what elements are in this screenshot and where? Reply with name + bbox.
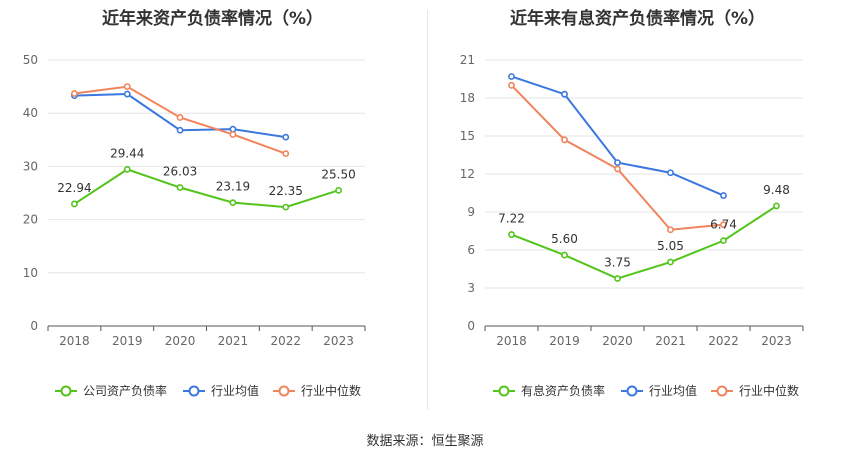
data-point <box>229 199 237 207</box>
x-tick-label: 2018 <box>496 334 527 348</box>
data-label: 6.74 <box>710 218 737 232</box>
data-point <box>773 202 780 210</box>
data-point <box>71 90 78 97</box>
y-tick-label: 3 <box>467 281 475 295</box>
data-label: 3.75 <box>604 256 631 270</box>
data-point <box>335 186 342 194</box>
data-point <box>508 81 515 89</box>
data-point <box>229 131 237 138</box>
data-point <box>176 184 184 191</box>
legend-marker-icon <box>188 385 200 397</box>
series-line-0 <box>511 205 778 280</box>
data-label: 25.50 <box>321 167 355 181</box>
data-point <box>176 126 184 134</box>
x-tick-label: 2019 <box>549 334 580 348</box>
x-tick-label: 2022 <box>270 334 301 348</box>
data-point <box>229 125 237 133</box>
x-tick-label: 2023 <box>323 334 354 348</box>
legend-item-0[interactable]: 公司资产负债率 <box>55 383 167 398</box>
y-tick-label: 20 <box>23 213 38 227</box>
data-point <box>282 150 290 158</box>
data-point <box>720 192 727 199</box>
data-point <box>561 90 568 98</box>
data-label: 7.22 <box>498 212 525 226</box>
legend-item-1[interactable]: 行业均值 <box>621 383 697 398</box>
data-point <box>667 169 674 177</box>
y-tick-label: 0 <box>467 319 475 333</box>
data-point <box>282 203 290 211</box>
data-label: 26.03 <box>163 165 197 179</box>
legend-label: 行业均值 <box>211 383 259 398</box>
legend-item-1[interactable]: 行业均值 <box>183 383 259 398</box>
data-point <box>561 251 568 259</box>
data-label: 5.60 <box>551 232 578 246</box>
data-point <box>720 237 727 245</box>
legend-label: 行业均值 <box>649 383 697 398</box>
y-tick-label: 12 <box>460 167 475 181</box>
series-line-0 <box>73 168 339 209</box>
chart-right-title: 近年来有息资产负债率情况（%） <box>509 9 766 29</box>
data-point <box>614 165 621 173</box>
data-point <box>282 133 290 141</box>
y-tick-label: 0 <box>30 319 38 333</box>
legend-marker-icon <box>626 385 638 397</box>
y-tick-label: 9 <box>467 205 475 219</box>
y-tick-label: 40 <box>23 106 38 120</box>
data-point <box>667 258 674 266</box>
y-tick-label: 6 <box>467 243 475 257</box>
y-tick-label: 30 <box>23 159 38 173</box>
y-tick-label: 15 <box>460 129 475 143</box>
series-line-2 <box>510 84 724 231</box>
chart-divider <box>427 10 428 410</box>
data-point <box>720 221 727 229</box>
data-point <box>508 73 515 80</box>
legend-item-0[interactable]: 有息资产负债率 <box>493 383 605 398</box>
x-tick-label: 2021 <box>218 334 249 348</box>
y-tick-label: 10 <box>23 266 38 280</box>
legend-label: 行业中位数 <box>301 383 361 398</box>
chart-left-title: 近年来资产负债率情况（%） <box>101 9 324 29</box>
data-label: 9.48 <box>763 183 790 197</box>
legend-item-2[interactable]: 行业中位数 <box>711 383 799 398</box>
right-line-chart: 0 3 6 9 12 15 18 21 2018 2019 2020 2021 2022 2023 7.22… <box>460 53 804 398</box>
data-label: 22.35 <box>269 184 303 198</box>
data-label: 23.19 <box>216 180 250 194</box>
data-point <box>123 83 131 90</box>
y-tick-label: 21 <box>460 53 475 67</box>
data-point <box>71 200 78 208</box>
x-tick-label: 2021 <box>655 334 686 348</box>
legend-label: 有息资产负债率 <box>521 383 605 398</box>
legend-marker-icon <box>60 385 72 397</box>
data-point <box>123 165 131 173</box>
x-tick-label: 2020 <box>165 334 196 348</box>
legend-marker-icon <box>716 385 728 397</box>
x-tick-label: 2019 <box>112 334 143 348</box>
y-tick-label: 18 <box>460 91 475 105</box>
data-label: 29.44 <box>110 146 144 160</box>
data-point <box>561 136 568 144</box>
data-point <box>614 159 621 166</box>
legend-marker-icon <box>498 385 510 397</box>
legend-label: 公司资产负债率 <box>83 383 167 398</box>
data-source-note: 数据来源：恒生聚源 <box>366 434 484 449</box>
x-tick-label: 2018 <box>59 334 90 348</box>
x-tick-label: 2022 <box>708 334 739 348</box>
x-tick-label: 2023 <box>761 334 792 348</box>
data-point <box>508 231 515 238</box>
data-point <box>614 275 621 282</box>
data-point <box>123 90 131 98</box>
x-tick-label: 2020 <box>602 334 633 348</box>
legend-item-2[interactable]: 行业中位数 <box>273 383 361 398</box>
data-label: 5.05 <box>657 239 684 253</box>
data-label: 22.94 <box>57 181 91 195</box>
data-point <box>667 226 674 234</box>
data-point <box>176 114 184 121</box>
y-tick-label: 50 <box>23 53 38 67</box>
left-line-chart: 0 10 20 30 40 50 2018 2019 2020 2021 2022 2023 22.94… <box>23 53 366 398</box>
legend-label: 行业中位数 <box>739 383 799 398</box>
legend-marker-icon <box>278 385 290 397</box>
